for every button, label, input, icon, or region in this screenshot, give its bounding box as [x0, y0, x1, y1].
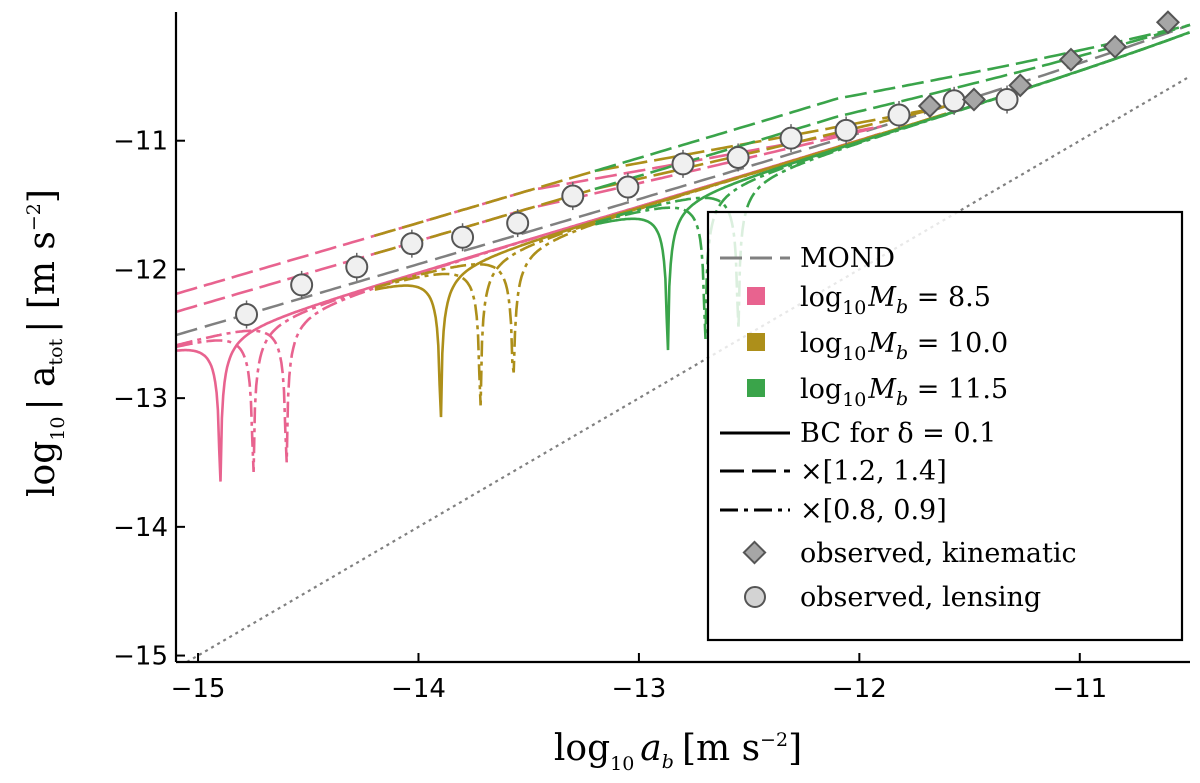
lensing-point-10 [779, 126, 803, 150]
legend-swatch-high [747, 379, 765, 397]
x-tick-label-0: −15 [171, 674, 226, 704]
kinematic-point-4 [1103, 34, 1128, 59]
legend-dashdot-label: ×[0.8, 0.9] [800, 495, 947, 526]
kinematic-point-2 [1008, 73, 1033, 98]
lensing-point-12 [887, 103, 911, 127]
legend-label-low: log10Mb = 8.5 [800, 282, 991, 319]
legend-kinematic-label: observed, kinematic [800, 538, 1077, 569]
legend-box [706, 210, 1184, 642]
lensing-point-8 [671, 152, 695, 176]
dashed-curve-1-high [594, 23, 1191, 191]
y-tick-label-3: −12 [113, 255, 168, 285]
x-axis-title: log10 ab [m s−2] [554, 728, 802, 775]
lensing-point-7 [616, 175, 640, 199]
lensing-point-1 [290, 273, 314, 297]
legend-swatch-low [747, 287, 765, 305]
lensing-point-3 [400, 232, 424, 256]
dashdot-curve-b-high [616, 31, 1190, 330]
kinematic-point-5 [1155, 10, 1180, 35]
x-tick-label-3: −12 [832, 674, 887, 704]
legend: MOND log10Mb = 8.5 log10Mb = 10.0 log10M… [706, 210, 1184, 642]
y-tick-label-2: −13 [113, 384, 168, 414]
lensing-point-14 [995, 88, 1019, 112]
one-to-one-line [186, 75, 1191, 663]
x-tick-label-1: −14 [391, 674, 446, 704]
lensing-point-5 [506, 211, 530, 235]
lensing-point-13 [942, 89, 966, 113]
axis-ticks: −15 −14 −13 −12 −11 −15 −14 −13 −12 −11 [113, 127, 1107, 704]
kinematic-point-0 [917, 93, 942, 118]
data-points [235, 10, 1180, 329]
legend-dash-label: ×[1.2, 1.4] [800, 456, 947, 487]
legend-mond-label: MOND [800, 243, 895, 274]
lensing-point-2 [345, 255, 369, 279]
legend-swatch-mid [747, 333, 765, 351]
y-axis-title: log10| atot| [m s−2] [22, 189, 69, 497]
legend-bc-label: BC for δ = 0.1 [800, 418, 996, 449]
legend-label-high: log10Mb = 11.5 [800, 374, 1008, 411]
lensing-point-4 [451, 225, 475, 249]
lensing-point-6 [561, 184, 585, 208]
lensing-point-0 [235, 302, 259, 326]
y-tick-label-1: −14 [113, 513, 168, 543]
legend-label-mid: log10Mb = 10.0 [800, 328, 1008, 365]
y-tick-label-0: −15 [113, 642, 168, 672]
dashdot-curve-a-mid [374, 112, 947, 406]
kinematic-point-1 [961, 87, 986, 112]
dashed-curve-2-mid [374, 104, 948, 238]
x-tick-label-4: −11 [1052, 674, 1107, 704]
dashdot-curve-a-high [595, 31, 1191, 340]
kinematic-point-3 [1058, 47, 1083, 72]
model-curves [175, 23, 1191, 663]
lensing-point-11 [834, 118, 858, 142]
legend-kinematic-marker [742, 540, 767, 565]
dashdot-curve-b-mid [391, 112, 947, 373]
legend-lensing-marker [744, 586, 766, 608]
dashed-curve-2-high [594, 23, 1191, 173]
x-tick-label-2: −13 [611, 674, 666, 704]
y-tick-label-4: −11 [113, 127, 168, 157]
lensing-point-9 [726, 145, 750, 169]
legend-lensing-label: observed, lensing [800, 582, 1041, 613]
